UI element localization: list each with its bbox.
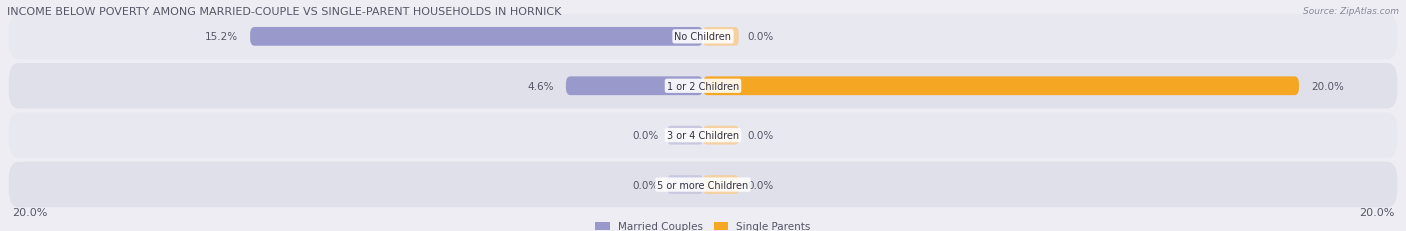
Text: No Children: No Children xyxy=(675,32,731,42)
Text: 20.0%: 20.0% xyxy=(11,207,46,217)
FancyBboxPatch shape xyxy=(8,113,1398,158)
Text: 20.0%: 20.0% xyxy=(1360,207,1395,217)
FancyBboxPatch shape xyxy=(703,77,1299,96)
FancyBboxPatch shape xyxy=(8,64,1398,109)
Text: 15.2%: 15.2% xyxy=(205,32,238,42)
Text: 4.6%: 4.6% xyxy=(527,81,554,91)
Text: 5 or more Children: 5 or more Children xyxy=(658,180,748,190)
FancyBboxPatch shape xyxy=(567,77,703,96)
Text: 20.0%: 20.0% xyxy=(1310,81,1344,91)
FancyBboxPatch shape xyxy=(703,28,738,46)
FancyBboxPatch shape xyxy=(8,15,1398,60)
FancyBboxPatch shape xyxy=(250,28,703,46)
Text: 0.0%: 0.0% xyxy=(748,32,773,42)
FancyBboxPatch shape xyxy=(8,162,1398,207)
Text: 0.0%: 0.0% xyxy=(748,180,773,190)
Text: 0.0%: 0.0% xyxy=(748,131,773,140)
Text: Source: ZipAtlas.com: Source: ZipAtlas.com xyxy=(1303,7,1399,16)
Text: 0.0%: 0.0% xyxy=(633,180,658,190)
Text: 0.0%: 0.0% xyxy=(633,131,658,140)
Text: INCOME BELOW POVERTY AMONG MARRIED-COUPLE VS SINGLE-PARENT HOUSEHOLDS IN HORNICK: INCOME BELOW POVERTY AMONG MARRIED-COUPL… xyxy=(7,7,561,17)
FancyBboxPatch shape xyxy=(668,126,703,145)
Legend: Married Couples, Single Parents: Married Couples, Single Parents xyxy=(595,221,811,231)
Text: 1 or 2 Children: 1 or 2 Children xyxy=(666,81,740,91)
FancyBboxPatch shape xyxy=(703,126,738,145)
FancyBboxPatch shape xyxy=(703,175,738,194)
FancyBboxPatch shape xyxy=(668,175,703,194)
Text: 3 or 4 Children: 3 or 4 Children xyxy=(666,131,740,140)
